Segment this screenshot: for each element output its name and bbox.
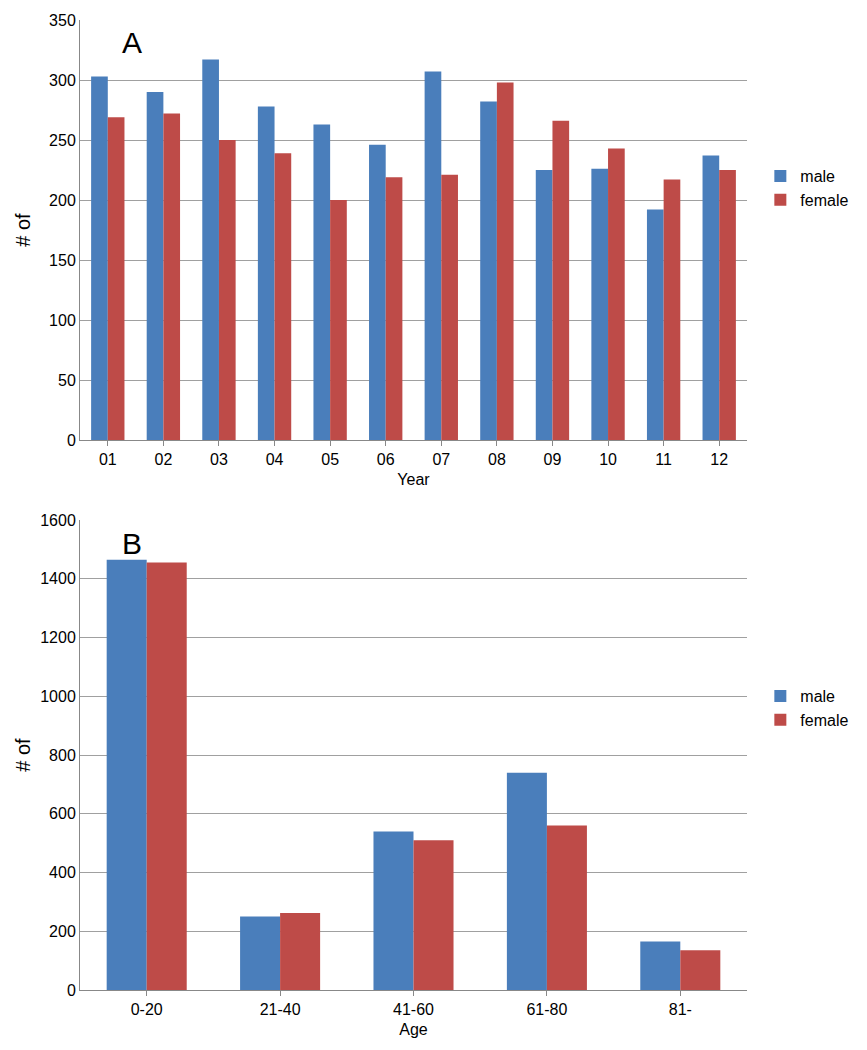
svg-text:07: 07 — [432, 451, 450, 468]
svg-text:600: 600 — [49, 805, 76, 822]
svg-text:08: 08 — [488, 451, 506, 468]
svg-text:21-40: 21-40 — [260, 1001, 301, 1018]
svg-text:61-80: 61-80 — [526, 1001, 567, 1018]
svg-text:Year: Year — [397, 471, 430, 488]
svg-text:11: 11 — [655, 451, 672, 468]
svg-text:81-: 81- — [669, 1001, 692, 1018]
svg-text:400: 400 — [49, 864, 76, 881]
svg-text:1600: 1600 — [40, 512, 76, 529]
svg-text:1400: 1400 — [40, 570, 76, 587]
svg-text:150: 150 — [49, 252, 76, 269]
svg-text:1200: 1200 — [40, 629, 76, 646]
svg-text:06: 06 — [377, 451, 395, 468]
svg-text:01: 01 — [99, 451, 117, 468]
svg-text:A: A — [122, 26, 142, 59]
svg-text:10: 10 — [599, 451, 617, 468]
svg-text:0: 0 — [67, 982, 76, 999]
svg-text:09: 09 — [544, 451, 562, 468]
svg-text:02: 02 — [154, 451, 172, 468]
svg-text:03: 03 — [210, 451, 228, 468]
svg-text:male: male — [800, 688, 835, 705]
svg-text:female: female — [800, 712, 848, 729]
svg-text:300: 300 — [49, 72, 76, 89]
svg-text:250: 250 — [49, 132, 76, 149]
svg-text:0-20: 0-20 — [131, 1001, 163, 1018]
svg-text:200: 200 — [49, 923, 76, 940]
svg-text:800: 800 — [49, 747, 76, 764]
svg-text:05: 05 — [321, 451, 339, 468]
svg-text:100: 100 — [49, 312, 76, 329]
svg-text:200: 200 — [49, 192, 76, 209]
svg-text:# of: # of — [12, 738, 34, 772]
svg-text:Age: Age — [399, 1021, 428, 1038]
svg-text:12: 12 — [710, 451, 728, 468]
svg-text:# of: # of — [12, 213, 34, 247]
svg-text:female: female — [800, 192, 848, 209]
svg-text:350: 350 — [49, 12, 76, 29]
svg-text:male: male — [800, 168, 835, 185]
svg-text:41-60: 41-60 — [393, 1001, 434, 1018]
svg-text:1000: 1000 — [40, 688, 76, 705]
svg-text:04: 04 — [266, 451, 284, 468]
svg-text:50: 50 — [58, 372, 76, 389]
svg-text:B: B — [122, 527, 142, 560]
svg-text:0: 0 — [67, 432, 76, 449]
